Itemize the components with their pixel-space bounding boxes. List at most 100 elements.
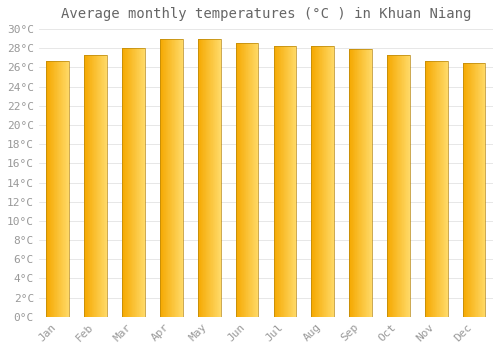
Bar xyxy=(388,55,389,317)
Bar xyxy=(209,38,210,317)
Bar xyxy=(172,38,173,317)
Bar xyxy=(173,38,174,317)
Bar xyxy=(178,38,179,317)
Bar xyxy=(134,48,135,317)
Bar xyxy=(283,46,284,317)
Bar xyxy=(102,55,103,317)
Bar xyxy=(465,63,466,317)
Bar xyxy=(210,38,211,317)
Bar xyxy=(286,46,287,317)
Bar xyxy=(137,48,138,317)
Bar xyxy=(390,55,391,317)
Bar xyxy=(180,38,181,317)
Bar xyxy=(430,61,431,317)
Bar xyxy=(328,46,329,317)
Bar xyxy=(46,61,47,317)
Bar xyxy=(369,49,370,317)
Bar xyxy=(287,46,288,317)
Bar xyxy=(325,46,326,317)
Bar xyxy=(370,49,371,317)
Bar xyxy=(84,55,85,317)
Bar xyxy=(436,61,437,317)
Bar xyxy=(290,46,291,317)
Bar xyxy=(128,48,129,317)
Bar xyxy=(289,46,290,317)
Bar xyxy=(52,61,53,317)
Bar xyxy=(198,38,199,317)
Bar xyxy=(207,38,208,317)
Bar xyxy=(218,38,219,317)
Bar xyxy=(470,63,472,317)
Bar xyxy=(395,55,396,317)
Bar xyxy=(472,63,473,317)
Bar xyxy=(408,55,409,317)
Bar xyxy=(53,61,54,317)
Bar xyxy=(438,61,439,317)
Bar xyxy=(216,38,217,317)
Bar xyxy=(440,61,441,317)
Bar xyxy=(427,61,428,317)
Bar xyxy=(330,46,331,317)
Bar xyxy=(215,38,216,317)
Bar xyxy=(122,48,145,317)
Bar xyxy=(106,55,107,317)
Bar xyxy=(464,63,465,317)
Bar xyxy=(318,46,320,317)
Bar xyxy=(425,61,448,317)
Bar xyxy=(429,61,430,317)
Bar xyxy=(88,55,89,317)
Bar xyxy=(212,38,213,317)
Bar xyxy=(199,38,200,317)
Bar xyxy=(206,38,207,317)
Bar xyxy=(167,38,168,317)
Bar xyxy=(368,49,369,317)
Bar xyxy=(365,49,366,317)
Bar xyxy=(257,43,258,317)
Bar xyxy=(256,43,257,317)
Bar xyxy=(169,38,170,317)
Bar xyxy=(240,43,241,317)
Bar xyxy=(445,61,446,317)
Bar xyxy=(468,63,469,317)
Bar xyxy=(174,38,176,317)
Bar xyxy=(181,38,182,317)
Bar xyxy=(161,38,162,317)
Bar xyxy=(274,46,296,317)
Bar xyxy=(246,43,247,317)
Bar xyxy=(367,49,368,317)
Bar xyxy=(248,43,250,317)
Bar xyxy=(483,63,484,317)
Bar xyxy=(143,48,144,317)
Bar xyxy=(443,61,444,317)
Bar xyxy=(295,46,296,317)
Bar xyxy=(428,61,429,317)
Bar xyxy=(85,55,86,317)
Bar xyxy=(200,38,201,317)
Bar xyxy=(92,55,94,317)
Bar xyxy=(66,61,67,317)
Bar xyxy=(356,49,357,317)
Bar xyxy=(446,61,447,317)
Bar xyxy=(439,61,440,317)
Bar xyxy=(90,55,91,317)
Bar xyxy=(94,55,95,317)
Bar xyxy=(251,43,252,317)
Bar xyxy=(353,49,354,317)
Bar xyxy=(466,63,468,317)
Bar xyxy=(179,38,180,317)
Bar xyxy=(144,48,145,317)
Bar xyxy=(481,63,482,317)
Bar xyxy=(253,43,254,317)
Bar xyxy=(86,55,87,317)
Bar xyxy=(434,61,435,317)
Bar xyxy=(366,49,367,317)
Bar xyxy=(170,38,172,317)
Bar xyxy=(326,46,328,317)
Bar xyxy=(50,61,51,317)
Bar xyxy=(484,63,485,317)
Bar xyxy=(141,48,142,317)
Bar xyxy=(163,38,164,317)
Bar xyxy=(168,38,169,317)
Bar xyxy=(247,43,248,317)
Bar xyxy=(129,48,130,317)
